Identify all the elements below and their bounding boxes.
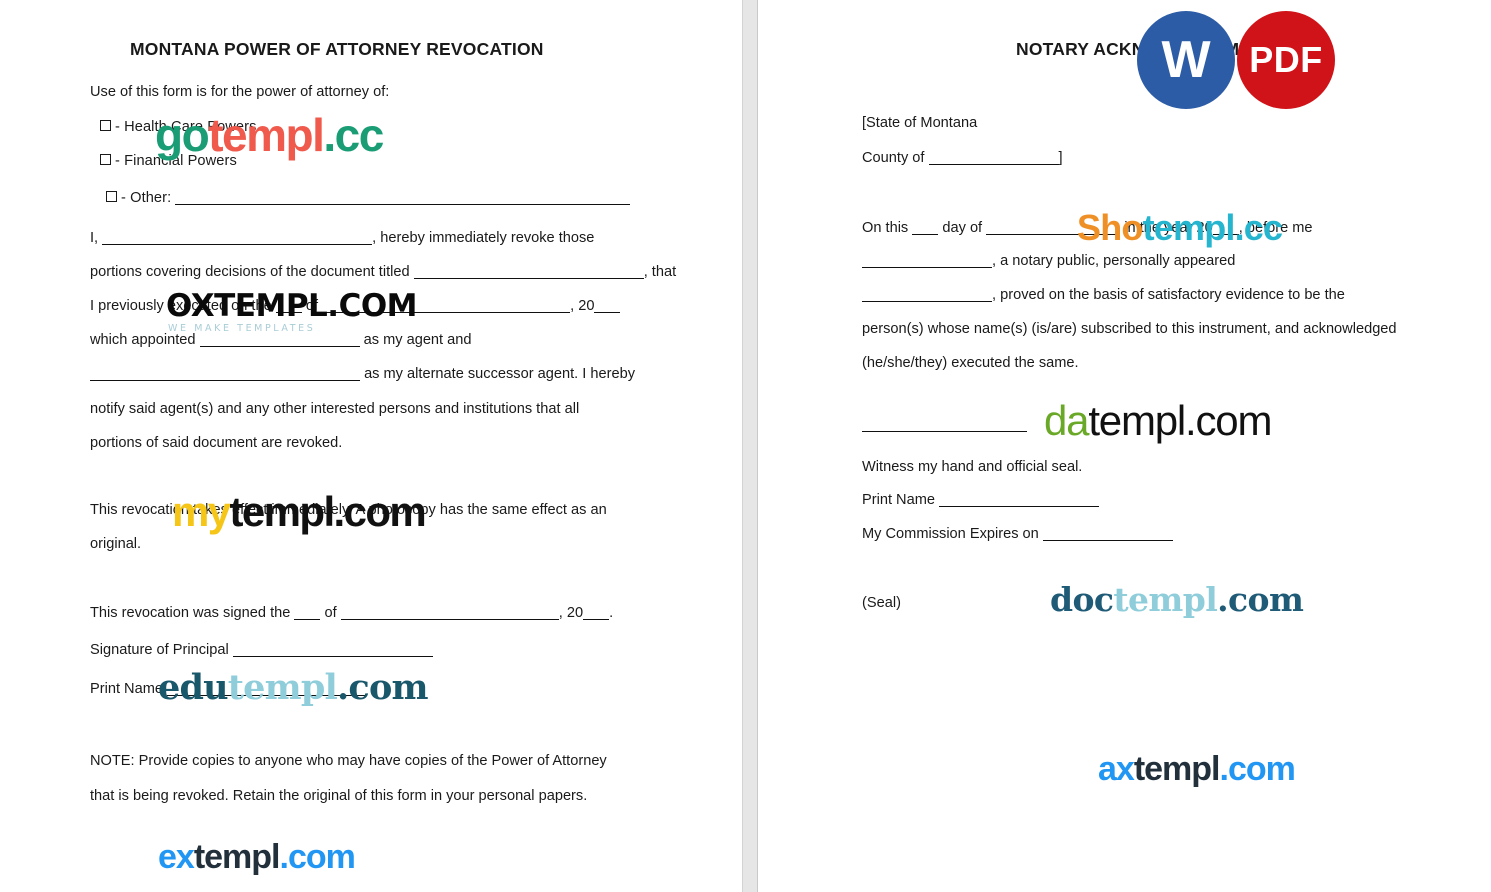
print-name-row-left: Print Name [90, 680, 368, 698]
intro-line: Use of this form is for the power of att… [90, 84, 390, 100]
signed-date-of: of [324, 605, 337, 621]
checkbox-label-financial: - Financial Powers [115, 153, 237, 169]
notary-line-2: , a notary public, personally appeared [862, 252, 1235, 270]
revoke-line-3-of: of [305, 298, 319, 314]
revoke-line-1-suffix: , hereby immediately revoke those [372, 230, 595, 246]
revoke-line-6: notify said agent(s) and any other inter… [90, 401, 580, 417]
revoke-line-4: which appointed as my agent and [90, 331, 472, 349]
print-name-label-right: Print Name [862, 492, 935, 508]
page-divider [742, 0, 758, 892]
watermark-datempl: datempl.com [1044, 397, 1272, 444]
signature-label: Signature of Principal [90, 642, 229, 658]
document-page-1: MONTANA POWER OF ATTORNEY REVOCATION Use… [0, 0, 742, 892]
signed-year-label: , 20 [558, 605, 584, 621]
revoke-line-4-prefix: which appointed [90, 332, 196, 348]
document-page-2: NOTARY ACKNOWLEDGMENT [State of Montana … [758, 0, 1491, 892]
county-blank[interactable] [928, 151, 1059, 165]
checkbox-label-other: - Other: [121, 190, 172, 206]
signature-blank[interactable] [232, 643, 433, 657]
print-name-row-right: Print Name [862, 491, 1100, 509]
effect-line-1: This revocation takes effect immediately… [90, 502, 607, 518]
revoke-line-1: I, , hereby immediately revoke those [90, 229, 594, 247]
county-line: County of ] [862, 149, 1063, 167]
principal-name-blank[interactable] [102, 231, 373, 245]
signed-date-period: . [609, 605, 614, 621]
word-document-icon[interactable]: W [1137, 11, 1235, 109]
execution-day-blank[interactable] [275, 299, 302, 313]
print-name-blank-left[interactable] [167, 682, 368, 696]
execution-year-blank[interactable] [594, 299, 621, 313]
revoke-line-1-prefix: I, [90, 230, 99, 246]
print-name-label-left: Print Name [90, 681, 163, 697]
witness-line: Witness my hand and official seal. [862, 459, 1083, 475]
revoke-line-4-suffix: as my agent and [363, 332, 472, 348]
notary-line-1-suffix: , before me [1238, 220, 1313, 236]
notary-line-3-suffix: , proved on the basis of satisfactory ev… [992, 287, 1345, 303]
print-name-blank-right[interactable] [939, 493, 1100, 507]
pdf-document-icon[interactable]: PDF [1237, 11, 1335, 109]
checkbox-other[interactable] [106, 191, 117, 202]
agent-name-blank[interactable] [199, 333, 360, 347]
commission-expiry-blank[interactable] [1042, 527, 1173, 541]
note-line-2: that is being revoked. Retain the origin… [90, 788, 588, 804]
revoke-line-2-suffix: , that [643, 264, 677, 280]
county-label: County of [862, 150, 925, 166]
notary-signature-blank[interactable] [862, 418, 1027, 432]
successor-agent-blank[interactable] [90, 367, 360, 381]
signed-year-blank[interactable] [583, 606, 610, 620]
checkbox-row-health-care[interactable]: - Health Care Powers [100, 118, 257, 136]
notary-line-1-year: , in the year 20 [1116, 220, 1213, 236]
watermark-doctempl: doctempl.com [1050, 580, 1304, 619]
revoke-line-3: I previously executed on the of , 20 [90, 297, 621, 315]
notary-name-blank[interactable] [862, 254, 992, 268]
revoke-line-3-year: , 20 [570, 298, 595, 314]
page-title-left: MONTANA POWER OF ATTORNEY REVOCATION [130, 39, 544, 59]
revoke-line-3-prefix: I previously executed on the [90, 298, 272, 314]
seal-label: (Seal) [862, 595, 901, 611]
revoke-line-2: portions covering decisions of the docum… [90, 263, 676, 281]
notary-day-blank[interactable] [912, 221, 939, 235]
watermark-extempl: extempl.com [158, 838, 356, 876]
signed-date-prefix: This revocation was signed the [90, 605, 291, 621]
notary-line-3: , proved on the basis of satisfactory ev… [862, 286, 1345, 304]
notary-line-2-suffix: , a notary public, personally appeared [992, 253, 1236, 269]
notary-line-1-dayof: day of [942, 220, 983, 236]
execution-month-blank[interactable] [322, 299, 571, 313]
signed-date-line: This revocation was signed the of , 20. [90, 604, 613, 622]
commission-label: My Commission Expires on [862, 526, 1039, 542]
checkbox-health-care[interactable] [100, 120, 111, 131]
notary-signature-row [862, 416, 1027, 434]
revoke-line-5: as my alternate successor agent. I hereb… [90, 365, 635, 383]
revoke-line-2-prefix: portions covering decisions of the docum… [90, 264, 410, 280]
signature-row: Signature of Principal [90, 641, 433, 659]
checkbox-row-other[interactable]: - Other: [106, 189, 631, 207]
notary-year-blank[interactable] [1212, 221, 1239, 235]
document-title-blank[interactable] [413, 265, 644, 279]
effect-line-2: original. [90, 536, 142, 552]
county-bracket: ] [1058, 150, 1063, 166]
other-blank-field[interactable] [175, 191, 631, 205]
notary-line-1: On this day of , in the year 20 , before … [862, 219, 1313, 237]
commission-row: My Commission Expires on [862, 525, 1173, 543]
revoke-line-5-suffix: as my alternate successor agent. I hereb… [364, 366, 635, 382]
note-line-1: NOTE: Provide copies to anyone who may h… [90, 753, 607, 769]
checkbox-financial[interactable] [100, 154, 111, 165]
checkbox-row-financial[interactable]: - Financial Powers [100, 152, 237, 170]
notary-month-blank[interactable] [986, 221, 1117, 235]
signed-day-blank[interactable] [294, 606, 321, 620]
checkbox-label-health-care: - Health Care Powers [115, 119, 257, 135]
state-line: [State of Montana [862, 115, 978, 131]
notary-line-5: (he/she/they) executed the same. [862, 355, 1079, 371]
watermark-axtempl: axtempl.com [1098, 750, 1296, 788]
appearer-name-blank[interactable] [862, 288, 992, 302]
notary-line-4: person(s) whose name(s) (is/are) subscri… [862, 321, 1397, 337]
notary-line-1-prefix: On this [862, 220, 909, 236]
revoke-line-7: portions of said document are revoked. [90, 435, 343, 451]
signed-month-blank[interactable] [340, 606, 559, 620]
